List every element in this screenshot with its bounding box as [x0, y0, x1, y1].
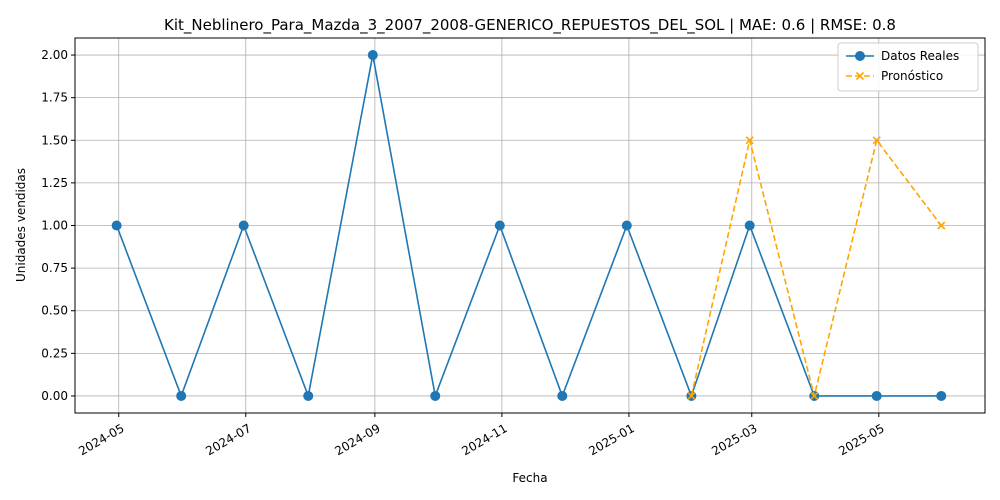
data-point — [111, 220, 122, 231]
x-axis-label: Fecha — [512, 471, 547, 485]
y-tick-label: 2.00 — [41, 48, 68, 62]
data-point — [936, 390, 947, 401]
legend-label: Pronóstico — [881, 69, 943, 83]
data-point — [557, 390, 568, 401]
x-tick-label: 2025-01 — [586, 421, 636, 458]
x-tick-label: 2024-07 — [203, 421, 253, 458]
y-axis-label: Unidades vendidas — [14, 168, 28, 282]
series — [111, 50, 947, 401]
data-point — [745, 136, 754, 145]
y-tick-label: 1.25 — [41, 176, 68, 190]
y-tick-label: 0.25 — [41, 346, 68, 360]
data-point — [810, 391, 819, 401]
data-point — [367, 50, 378, 61]
series-line-datos-reales — [115, 54, 942, 399]
x-tick-label: 2024-05 — [76, 421, 126, 458]
data-point — [937, 221, 946, 230]
data-point — [872, 136, 881, 145]
y-tick-label: 0.50 — [41, 304, 68, 318]
data-point — [687, 391, 696, 401]
x-tick-label: 2024-09 — [332, 421, 382, 458]
series-pronostico — [687, 136, 946, 401]
legend: Datos Reales Pronóstico — [837, 42, 979, 92]
x-tick-label: 2024-11 — [459, 421, 509, 458]
legend-marker — [855, 51, 865, 61]
y-tick-label: 0.75 — [41, 261, 68, 275]
plot-frame — [74, 37, 986, 414]
data-point — [430, 390, 441, 401]
data-point — [238, 220, 249, 231]
y-tick-label: 1.75 — [41, 91, 68, 105]
legend-box — [837, 42, 979, 92]
data-point — [744, 220, 755, 231]
x-tick-label: 2025-05 — [836, 421, 886, 458]
data-point — [494, 220, 505, 231]
y-tick-label: 0.00 — [41, 389, 68, 403]
grid — [75, 38, 985, 413]
y-tick-label: 1.00 — [41, 219, 68, 233]
legend-marker — [855, 71, 865, 81]
data-point — [303, 390, 314, 401]
data-point — [176, 390, 187, 401]
x-tick-label: 2025-03 — [709, 421, 759, 458]
data-point — [871, 390, 882, 401]
legend-label: Datos Reales — [881, 49, 959, 63]
y-tick-label: 1.50 — [41, 133, 68, 147]
data-point — [621, 220, 632, 231]
chart-title: Kit_Neblinero_Para_Mazda_3_2007_2008-GEN… — [164, 16, 896, 35]
